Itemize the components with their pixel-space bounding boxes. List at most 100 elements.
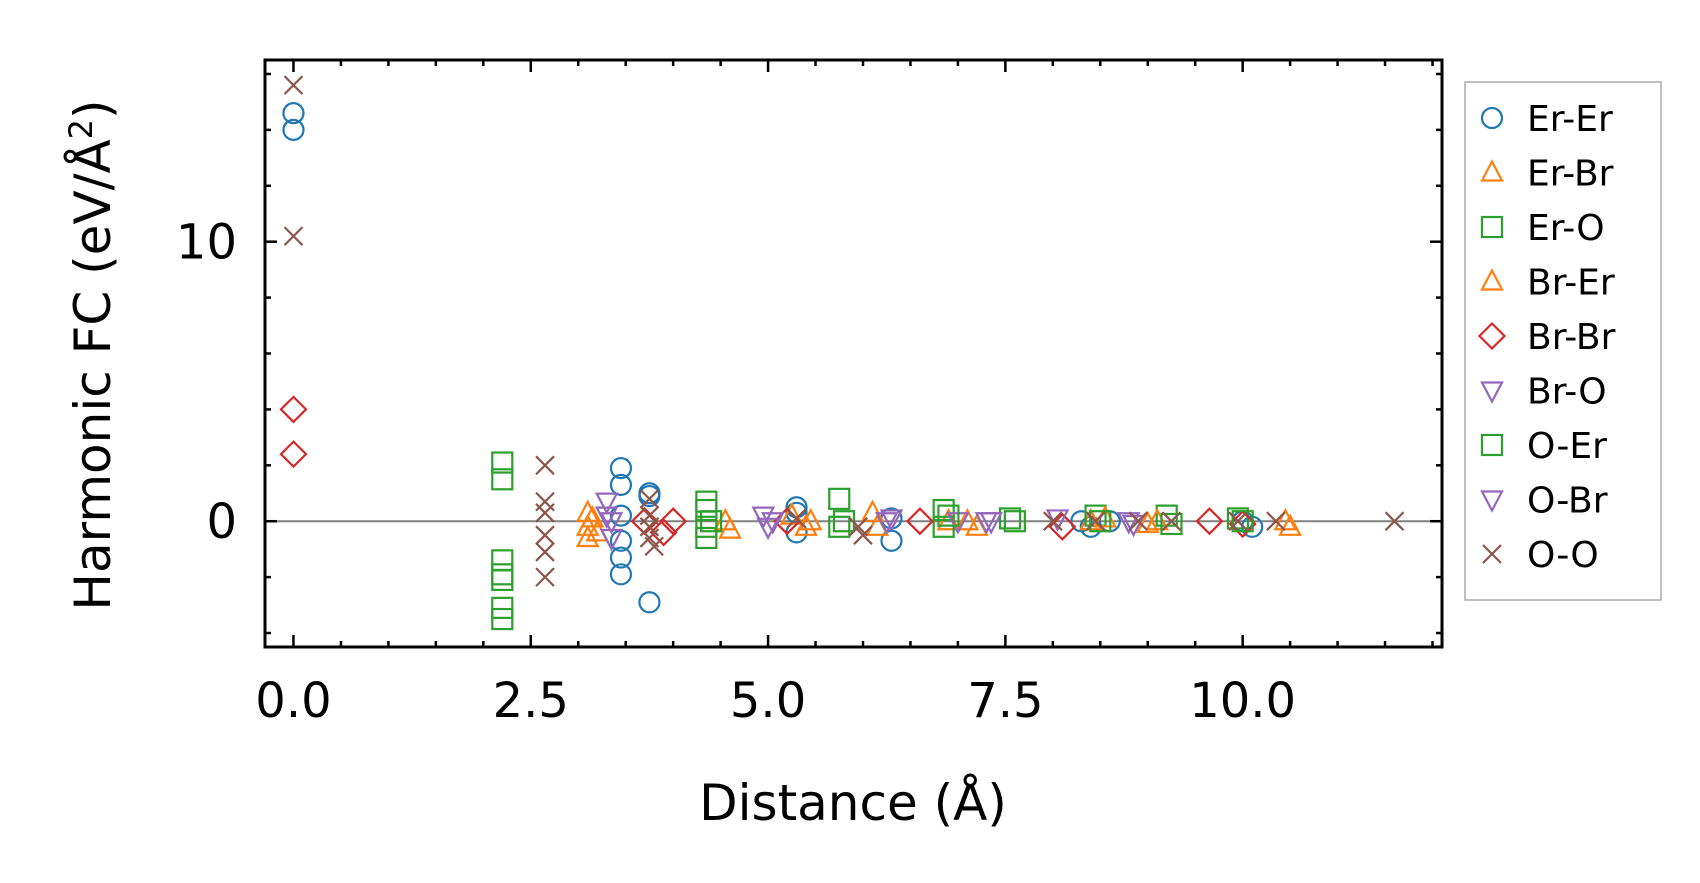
legend-item-er-er: Er-Er: [1480, 99, 1613, 140]
legend-label-o-br: O-Br: [1527, 481, 1608, 522]
legend-item-o-o: O-O: [1482, 535, 1599, 576]
point-br-br: [649, 518, 678, 547]
point-er-o: [491, 451, 514, 474]
point-br-br: [905, 507, 934, 536]
legend-marker-o-o: [1482, 544, 1502, 564]
point-o-er: [700, 510, 723, 533]
y-axis-label-close: ): [64, 99, 122, 119]
point-o-er: [1089, 510, 1112, 533]
point-er-o: [695, 498, 718, 522]
point-er-o: [491, 596, 514, 619]
point-br-br: [659, 507, 688, 536]
legend-marker-br-er: [1480, 268, 1504, 291]
point-er-o: [695, 526, 718, 550]
legend-item-o-er: O-Er: [1480, 426, 1607, 467]
point-er-er: [609, 563, 633, 586]
point-o-br: [979, 512, 1003, 535]
point-br-er: [798, 507, 823, 531]
legend-label-er-br: Er-Br: [1527, 154, 1614, 195]
point-o-br: [599, 512, 624, 535]
point-er-er: [609, 504, 633, 527]
axis-ticks: [265, 60, 1442, 647]
legend-label-br-o: Br-O: [1527, 372, 1607, 413]
point-br-br: [279, 395, 308, 424]
point-o-o: [1128, 511, 1149, 531]
point-o-er: [491, 568, 514, 592]
point-o-o: [644, 536, 664, 557]
legend-items: Er-Er Er-Br Er-O Br-Er Br-Br Br-O O-Er O-Br O-O: [1477, 99, 1616, 576]
legend-frame: [1464, 81, 1662, 601]
point-br-br: [1195, 507, 1224, 536]
series-er-br: [575, 499, 1298, 548]
legend-label-o-er: O-Er: [1527, 426, 1607, 467]
point-er-br: [860, 499, 885, 522]
point-o-er: [1003, 510, 1026, 533]
point-er-o: [932, 515, 955, 538]
point-o-o: [1161, 511, 1182, 531]
point-er-o: [695, 515, 718, 538]
y-tick-label: 10: [176, 215, 237, 271]
point-o-o: [639, 489, 660, 509]
point-er-o: [491, 468, 514, 491]
x-axis-label: Distance (Å): [699, 774, 1007, 832]
point-o-o: [283, 226, 304, 246]
point-o-o: [283, 75, 304, 95]
point-o-er: [937, 504, 960, 527]
legend-marker-er-br: [1480, 159, 1504, 182]
legend-label-br-er: Br-Er: [1527, 263, 1615, 304]
x-tick-label: 10.0: [1189, 673, 1296, 729]
data-points: [279, 75, 1405, 631]
point-er-br: [575, 499, 600, 522]
legend-label-er-er: Er-Er: [1527, 99, 1613, 140]
point-o-o: [1266, 511, 1286, 531]
legend-item-br-o: Br-O: [1480, 372, 1607, 413]
point-o-o: [535, 455, 555, 476]
x-tick-label: 0.0: [255, 673, 331, 729]
point-o-o: [1384, 511, 1405, 531]
point-br-o: [594, 506, 619, 529]
point-er-er: [609, 546, 633, 569]
point-o-br: [879, 509, 904, 532]
point-er-o: [932, 498, 955, 522]
x-tick-label: 2.5: [493, 673, 569, 729]
legend-marker-er-o: [1480, 215, 1504, 239]
point-o-o: [535, 567, 555, 587]
point-o-er: [1160, 512, 1183, 536]
legend-marker-er-er: [1480, 106, 1504, 130]
point-o-o: [535, 503, 555, 523]
point-o-o: [535, 525, 555, 545]
legend-marker-br-br: [1477, 321, 1507, 351]
point-er-er: [282, 102, 305, 125]
legend-item-o-br: O-Br: [1480, 481, 1608, 522]
legend-label-er-o: Er-O: [1527, 208, 1605, 249]
point-br-er: [580, 505, 605, 528]
point-o-o: [1043, 511, 1063, 531]
point-o-o: [786, 508, 807, 529]
series-o-o: [283, 75, 1405, 587]
legend-item-er-br: Er-Br: [1480, 154, 1614, 195]
point-br-o: [751, 506, 776, 529]
legend-item-er-o: Er-O: [1480, 208, 1605, 249]
point-br-er: [718, 516, 742, 539]
legend-marker-o-br: [1480, 490, 1504, 513]
y-axis-label-superscript: 2: [62, 119, 100, 139]
legend-marker-br-o: [1480, 381, 1504, 404]
legend-label-o-o: O-O: [1527, 535, 1599, 576]
legend-label-br-br: Br-Br: [1527, 317, 1616, 358]
point-er-br: [955, 507, 980, 531]
point-br-br: [279, 440, 308, 469]
y-tick-label: 0: [206, 494, 237, 550]
point-br-o: [874, 512, 899, 535]
point-o-o: [1228, 511, 1248, 531]
point-br-o: [756, 517, 780, 541]
point-er-er: [282, 118, 305, 141]
point-br-o: [594, 492, 619, 516]
point-er-er: [638, 591, 661, 614]
point-o-o: [1085, 511, 1106, 531]
legend: Er-Er Er-Br Er-O Br-Er Br-Br Br-O O-Er O-Br O-O: [1464, 81, 1662, 601]
point-o-er: [1231, 510, 1254, 533]
legend-marker-o-er: [1480, 433, 1504, 457]
plot-frame: [263, 58, 1444, 649]
point-er-br: [1135, 510, 1160, 534]
